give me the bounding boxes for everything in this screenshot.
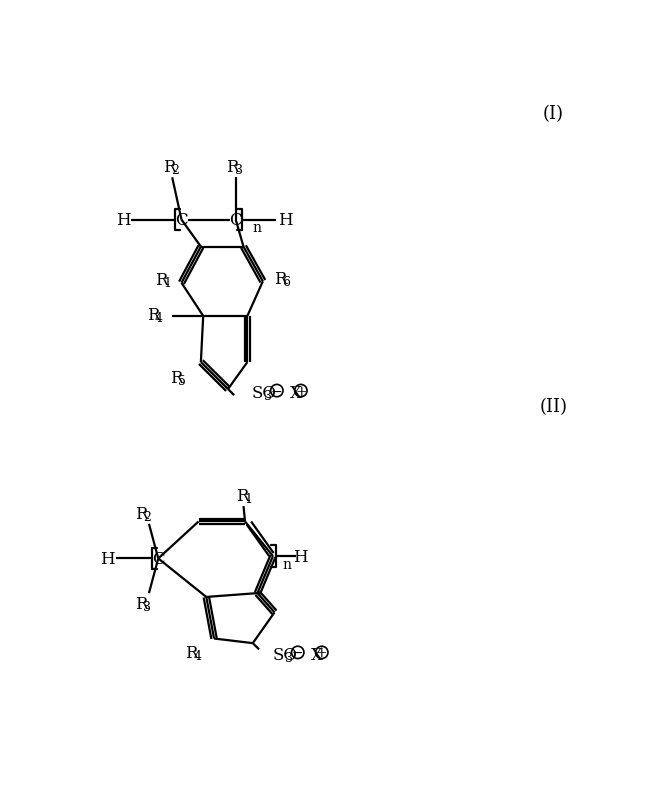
Text: H: H [293,548,307,565]
Text: n: n [252,221,261,235]
Text: +: + [295,384,307,398]
Text: SO: SO [251,385,276,402]
Text: R: R [135,595,147,612]
Text: R: R [274,270,286,287]
Text: 3: 3 [264,390,273,403]
Text: (I): (I) [543,105,564,123]
Text: X: X [290,385,302,402]
Text: 3: 3 [235,164,243,177]
Text: 2: 2 [171,164,179,177]
Text: R: R [155,272,167,289]
Text: R: R [170,370,182,387]
Text: R: R [163,159,175,176]
Text: 5: 5 [178,375,186,388]
Text: C: C [152,550,165,567]
Text: −: − [271,384,283,398]
Text: 3: 3 [286,651,293,664]
Text: R: R [135,505,147,521]
Text: 4: 4 [194,649,202,662]
Text: X: X [311,646,323,663]
Text: 1: 1 [163,277,172,290]
Text: R: R [147,307,159,324]
Text: (II): (II) [539,397,567,415]
Text: 1: 1 [244,492,252,505]
Text: n: n [282,557,291,571]
Text: 4: 4 [155,311,163,324]
Text: SO: SO [272,646,297,663]
Text: H: H [116,212,130,229]
Text: 2: 2 [143,510,151,523]
Text: 3: 3 [143,601,151,614]
Text: −: − [292,646,304,659]
Text: 6: 6 [282,276,290,289]
Text: R: R [236,487,248,504]
Text: H: H [278,212,293,229]
Text: C: C [229,212,242,229]
Text: +: + [316,646,328,659]
Text: R: R [185,644,198,661]
Text: H: H [99,550,114,567]
Text: R: R [226,159,239,176]
Text: C: C [175,212,188,229]
